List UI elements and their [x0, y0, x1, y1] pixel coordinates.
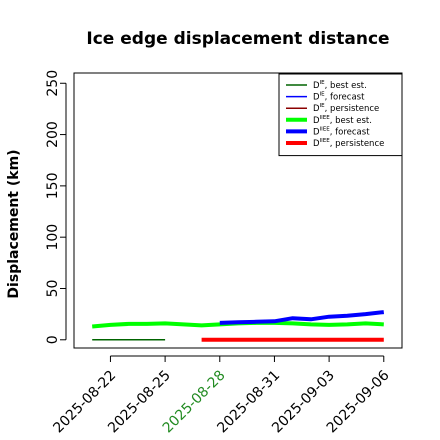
y-tick-label: 250	[45, 70, 61, 97]
series-line-iiee_forecast	[219, 310, 385, 325]
y-tick-label: 100	[45, 224, 61, 251]
legend-label: DIE, forecast	[313, 92, 365, 103]
y-tick-label: 50	[45, 280, 61, 298]
y-axis-label: Displacement (km)	[6, 149, 22, 298]
y-axis: 0 50 100 150 200 250	[45, 70, 67, 344]
x-axis: 2025-08-222025-08-252025-08-282025-08-31…	[50, 355, 393, 436]
legend-label: DIIEE, forecast	[313, 126, 370, 137]
legend-label: DIE, persistence	[313, 103, 379, 114]
plot-frame	[73, 72, 403, 349]
y-tick-label: 200	[45, 121, 61, 148]
legend-label: DIIEE, best est.	[313, 115, 372, 126]
legend-label: DIE, best est.	[313, 80, 367, 91]
legend-label: DIIEE, persistence	[313, 138, 384, 149]
chart-title: Ice edge displacement distance	[86, 29, 389, 49]
series-layer	[92, 310, 385, 342]
y-tick-label: 150	[45, 173, 61, 200]
y-tick-label: 0	[45, 335, 61, 344]
